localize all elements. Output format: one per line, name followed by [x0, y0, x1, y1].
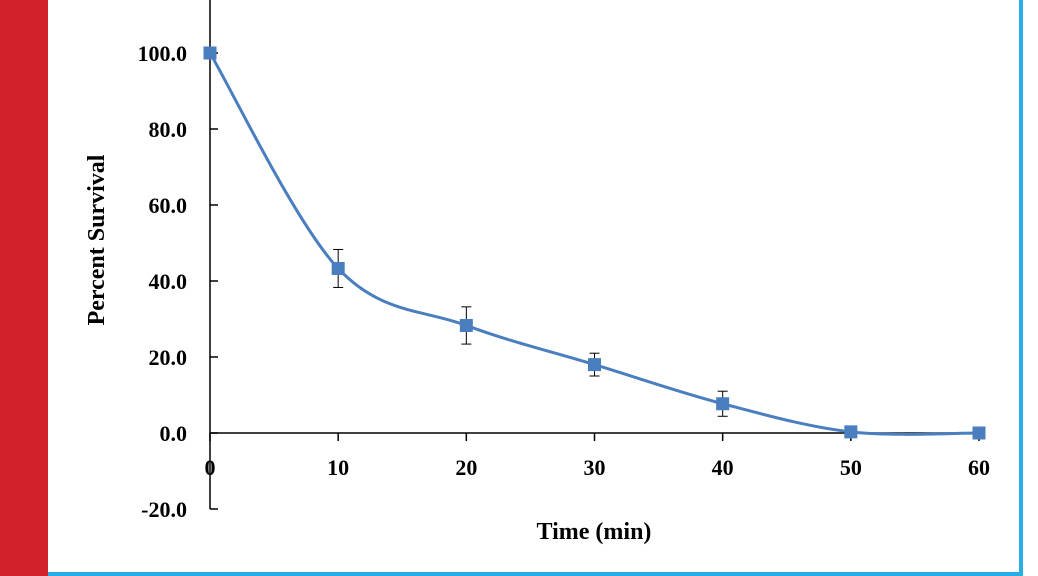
- x-tick-label: 10: [327, 455, 349, 480]
- frame-bottom-border: [48, 572, 1023, 576]
- data-point: [844, 425, 858, 439]
- y-tick-label: 80.0: [149, 117, 188, 142]
- x-axis-title: Time (min): [537, 519, 652, 545]
- x-tick-label: 60: [968, 455, 990, 480]
- data-point: [331, 261, 345, 275]
- x-tick-label: 40: [712, 455, 734, 480]
- x-tick-label: 50: [840, 455, 862, 480]
- x-tick-label: 30: [584, 455, 606, 480]
- data-point: [459, 318, 473, 332]
- data-point: [203, 46, 217, 60]
- y-tick-label: -20.0: [141, 497, 187, 522]
- data-point: [972, 426, 986, 440]
- y-axis-title: Percent Survival: [84, 154, 110, 325]
- x-tick-label: 20: [455, 455, 477, 480]
- y-tick-label: 0.0: [160, 421, 188, 446]
- data-point: [588, 358, 601, 372]
- y-tick-label: 40.0: [149, 269, 188, 294]
- y-tick-label: 60.0: [149, 193, 188, 218]
- y-tick-label: 20.0: [149, 345, 188, 370]
- frame-right-border: [1019, 0, 1023, 576]
- series-line: [208, 52, 980, 436]
- x-tick-label: 0: [205, 455, 216, 480]
- y-tick-label: 100.0: [138, 41, 188, 66]
- left-accent-bar: [0, 0, 48, 576]
- data-point: [716, 397, 730, 411]
